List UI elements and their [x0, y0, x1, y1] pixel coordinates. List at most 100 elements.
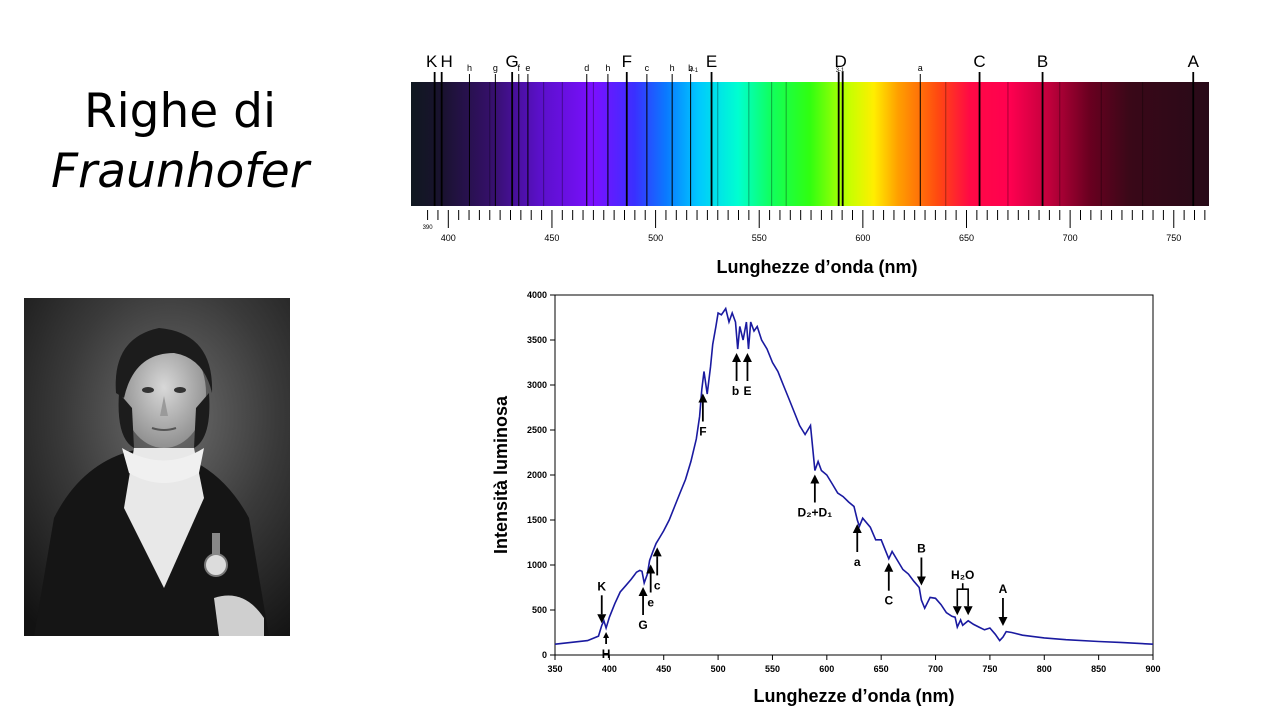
spectrum-tick-label-500: 500: [648, 233, 663, 243]
spectrum-tick-label-650: 650: [959, 233, 974, 243]
x-tick-label-700: 700: [928, 664, 943, 674]
arrowhead: [963, 606, 973, 616]
x-tick-label-650: 650: [874, 664, 889, 674]
arrowhead: [916, 576, 926, 586]
annotation-arrow: K: [597, 579, 607, 624]
annotation-arrow: c: [652, 547, 662, 592]
major-line-label-K: K: [426, 52, 438, 71]
minor-line-label: e: [525, 63, 530, 73]
arrowhead: [698, 393, 708, 403]
spectrum-axis-ticks: 390 400 450 500 550 600 650 700 750: [423, 210, 1206, 243]
arrowhead: [742, 353, 752, 362]
y-tick-label-4000: 4000: [527, 290, 547, 300]
annotation-label: C: [884, 594, 893, 608]
annotation-label: E: [743, 384, 751, 398]
annotation-label: H₂O: [951, 568, 974, 582]
annotation-arrow: A: [998, 582, 1008, 626]
portrait-shirt: [124, 448, 204, 588]
spectrum-tick-label-750: 750: [1166, 233, 1181, 243]
minor-line-label: c: [645, 63, 650, 73]
arrowhead: [998, 617, 1008, 626]
x-tick-label-900: 900: [1145, 664, 1160, 674]
annotation-label: F: [699, 425, 706, 439]
annotation-arrow: C: [884, 562, 894, 608]
major-line-label-G: G: [506, 52, 519, 71]
annotation-label: B: [917, 542, 926, 556]
annotation-arrow: F: [698, 393, 708, 439]
annotation-arrow: b: [732, 353, 742, 398]
arrowhead: [884, 562, 894, 572]
minor-line-label: g: [493, 63, 498, 73]
y-tick-label-0: 0: [542, 650, 547, 660]
annotation-label: a: [854, 555, 861, 569]
y-tick-label-2500: 2500: [527, 425, 547, 435]
arrowhead: [638, 587, 648, 596]
annotation-label: A: [999, 582, 1008, 596]
annotation-arrow: B: [916, 542, 926, 586]
x-tick-label-500: 500: [711, 664, 726, 674]
spectrum-tick-label-450: 450: [544, 233, 559, 243]
sub-line-label-0: 4-1: [689, 68, 698, 74]
x-tick-label-350: 350: [547, 664, 562, 674]
annotation-label: K: [597, 579, 606, 593]
major-line-label-C: C: [973, 52, 985, 71]
x-tick-label-550: 550: [765, 664, 780, 674]
slide-title: Righe di Fraunhofer: [30, 82, 330, 202]
annotation-arrow: e: [646, 564, 656, 610]
portrait-hair: [115, 328, 213, 398]
annotation-label: b: [732, 384, 739, 398]
spectrum-xlabel: Lunghezze d’onda (nm): [717, 257, 918, 277]
title-line-1: Righe di: [83, 84, 277, 139]
x-tick-label-450: 450: [656, 664, 671, 674]
sub-line-label-1: 3-1: [836, 68, 845, 74]
y-tick-label-1500: 1500: [527, 515, 547, 525]
y-tick-label-1000: 1000: [527, 560, 547, 570]
arrowhead: [952, 606, 962, 616]
x-tick-label-750: 750: [982, 664, 997, 674]
annotation-label: G: [638, 618, 647, 632]
series-line-spettro-solare: [554, 306, 1154, 645]
annotation-arrow: H: [602, 632, 610, 661]
major-line-label-E: E: [706, 52, 717, 71]
annotation-arrow: D₂+D₁: [798, 474, 833, 520]
portrait-hand: [214, 595, 264, 636]
major-line-label-D: D: [835, 52, 847, 71]
chart-annotations: K H Gec Fb E D₂+D₁ a C B H₂O A: [597, 353, 1008, 661]
portrait-medal-icon: [204, 553, 228, 577]
chart-xlabel: Lunghezze d’onda (nm): [754, 686, 955, 706]
annotation-label: e: [647, 596, 654, 610]
spectrum-tick-label-600: 600: [855, 233, 870, 243]
minor-line-label: h: [467, 63, 472, 73]
spectrum-absorption-lines: h g f e d h c h b a 4-1 3-1 K H G F E D C B A: [426, 52, 1200, 206]
portrait-face: [122, 338, 206, 448]
portrait-collar: [122, 448, 204, 483]
arrowhead: [603, 632, 610, 638]
spectrum-tick-label-550: 550: [752, 233, 767, 243]
arrowhead: [732, 353, 742, 362]
arrowhead: [810, 474, 820, 484]
arrowhead: [652, 547, 662, 557]
chart-axes: 350 400 450 500 550 600 650 700 750 800 850 900 0 500…: [527, 290, 1161, 674]
minor-line-label: a: [918, 63, 923, 73]
x-tick-label-600: 600: [819, 664, 834, 674]
portrait-image: [24, 298, 290, 636]
y-tick-label-2000: 2000: [527, 470, 547, 480]
x-tick-label-400: 400: [602, 664, 617, 674]
spectrum-tick-label-400: 400: [441, 233, 456, 243]
major-line-label-B: B: [1037, 52, 1048, 71]
major-line-label-F: F: [622, 52, 632, 71]
y-tick-label-3000: 3000: [527, 380, 547, 390]
y-tick-label-3500: 3500: [527, 335, 547, 345]
spectrum-tick-label-700: 700: [1063, 233, 1078, 243]
minor-line-label: f: [518, 63, 521, 73]
minor-line-label: d: [584, 63, 589, 73]
minor-line-label: h: [670, 63, 675, 73]
arrowhead: [597, 614, 607, 624]
annotation-label: c: [654, 578, 661, 592]
annotation-label: D₂+D₁: [798, 506, 833, 520]
annotation-arrow: G: [638, 587, 648, 632]
annotation-arrow: a: [852, 524, 862, 569]
major-line-label-H: H: [441, 52, 453, 71]
y-tick-label-500: 500: [532, 605, 547, 615]
spectrum-tick-label-390: 390: [423, 225, 434, 231]
